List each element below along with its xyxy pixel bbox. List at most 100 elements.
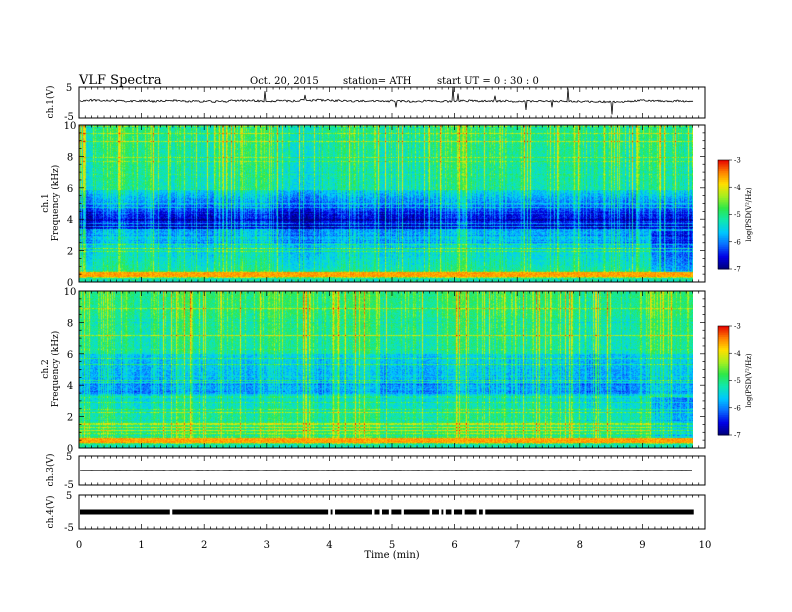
colorbar-swatch [718,356,729,360]
colorbar-swatch [718,420,729,423]
colorbar-swatch [718,405,729,409]
colorbar-swatch [718,416,729,420]
colorbar-swatch [718,396,729,400]
ch1-spectrogram-image [79,125,693,282]
colorbar-tick-label: -7 [734,432,741,440]
ch1-spectrogram-panel: 0 2 4 6 8 10 ch.1 Frequency (kHz) [41,121,706,289]
colorbar-swatch [718,342,729,345]
colorbar-swatch [718,183,729,186]
colorbar-swatch [718,384,729,387]
colorbar-swatch [718,178,729,181]
ch3-waveform-ylabel: ch.3(V) [45,454,56,487]
colorbar-swatch [718,326,729,329]
colorbar-swatch [718,418,729,421]
ch1-waveform-ylabel: ch.1(V) [45,86,56,119]
colorbar-swatch [718,373,729,376]
colorbar-swatch [718,327,729,331]
x-tick-label: 3 [264,540,270,551]
colorbar-swatch [718,243,729,246]
colorbar-swatch [718,232,729,235]
ch2-spectrogram-ticks [78,291,706,448]
colorbar-swatch [718,344,729,347]
colorbar-swatch [718,160,729,163]
colorbar-swatch [718,219,729,223]
x-tick-label: 9 [639,540,645,551]
colorbar-swatch [718,189,729,192]
colorbar-swatch [718,249,729,252]
ch4-band-segment [485,509,694,515]
colorbar-swatch [718,422,729,425]
colorbar-tick-label: -4 [734,184,741,192]
colorbar-swatch [718,376,729,380]
y-tick-label: 6 [67,184,73,195]
ch4-waveform-line [80,509,694,515]
start-time-label: start UT = 0 : 30 : 0 [437,76,539,87]
colorbar-swatch [718,227,729,230]
colorbar-swatch [718,214,729,217]
colorbar-swatch [718,229,729,232]
ch3-ytick-bottom: -5 [64,480,74,491]
y-tick-label: 8 [67,318,73,329]
colorbar-swatch [718,259,729,263]
ch4-waveform-ticks [78,495,706,529]
ch1-waveform-line [79,86,694,115]
ch2-channel-label: ch.2 [41,359,51,378]
ch4-band-segment [330,509,333,515]
x-tick-label: 0 [76,540,82,551]
colorbar-swatch [718,351,729,354]
colorbar-swatch [718,181,729,185]
colorbar-swatch [718,347,729,351]
ch4-ytick-bottom: -5 [64,523,74,534]
colorbar-swatch [718,393,729,396]
colorbar-swatch [718,389,729,392]
colorbar-swatch [718,371,729,374]
colorbar-swatch [718,360,729,363]
ch4-band-segment [172,509,329,515]
colorbar-swatch [718,187,729,190]
y-tick-label: 2 [67,413,73,424]
ch3-waveform-ticks [78,456,706,485]
ch2-colorbar: -3 -4 -5 -6 -7 log(PSD(V²/Hz) [717,323,753,440]
x-tick-label: 4 [326,540,332,551]
colorbar-swatch [718,212,729,215]
y-tick-label: 10 [64,287,77,298]
y-tick-label: 4 [67,381,73,392]
ch3-ytick-top: 5 [66,452,72,463]
figure-title: VLF Spectra [78,73,162,88]
colorbar-tick-label: -6 [734,238,741,246]
ch1-waveform-panel: 5 -5 ch.1(V) [45,83,706,123]
ch1-waveform-ticks [78,87,706,118]
colorbar-swatch [718,409,729,412]
colorbar-label: log(PSD(V²/Hz) [745,187,753,242]
ch4-waveform-ylabel: ch.4(V) [45,496,56,529]
colorbar-swatch [718,387,729,391]
colorbar-swatch [718,165,729,168]
ch4-band-segment [381,509,389,515]
x-tick-label: 8 [577,540,583,551]
colorbar-swatch [718,398,729,401]
colorbar-swatch [718,169,729,172]
colorbar-tick-label: -5 [734,211,741,219]
colorbar-swatch [718,192,729,196]
colorbar-swatch [718,425,729,429]
colorbar-swatch [718,207,729,210]
colorbar-tick-label: -5 [734,377,741,385]
station-label: station= ATH [343,76,412,87]
colorbar-swatch [718,190,729,194]
colorbar-swatch [718,252,729,255]
ch1-ytick-top: 5 [66,83,72,94]
colorbar-swatch [718,369,729,372]
colorbar-swatch [718,167,729,170]
ch2-spectrogram-image [79,291,693,448]
colorbar-swatch [718,355,729,358]
colorbar-swatch [718,194,729,197]
colorbar-swatch [718,258,729,261]
colorbar-swatch [718,261,729,265]
colorbar-swatch [718,263,729,266]
ch1-ytick-bottom: -5 [64,112,74,123]
y-tick-label: 10 [64,121,77,132]
ch4-band-segment [464,509,477,515]
colorbar-swatch [718,163,729,166]
x-tick-label: 5 [389,540,395,551]
